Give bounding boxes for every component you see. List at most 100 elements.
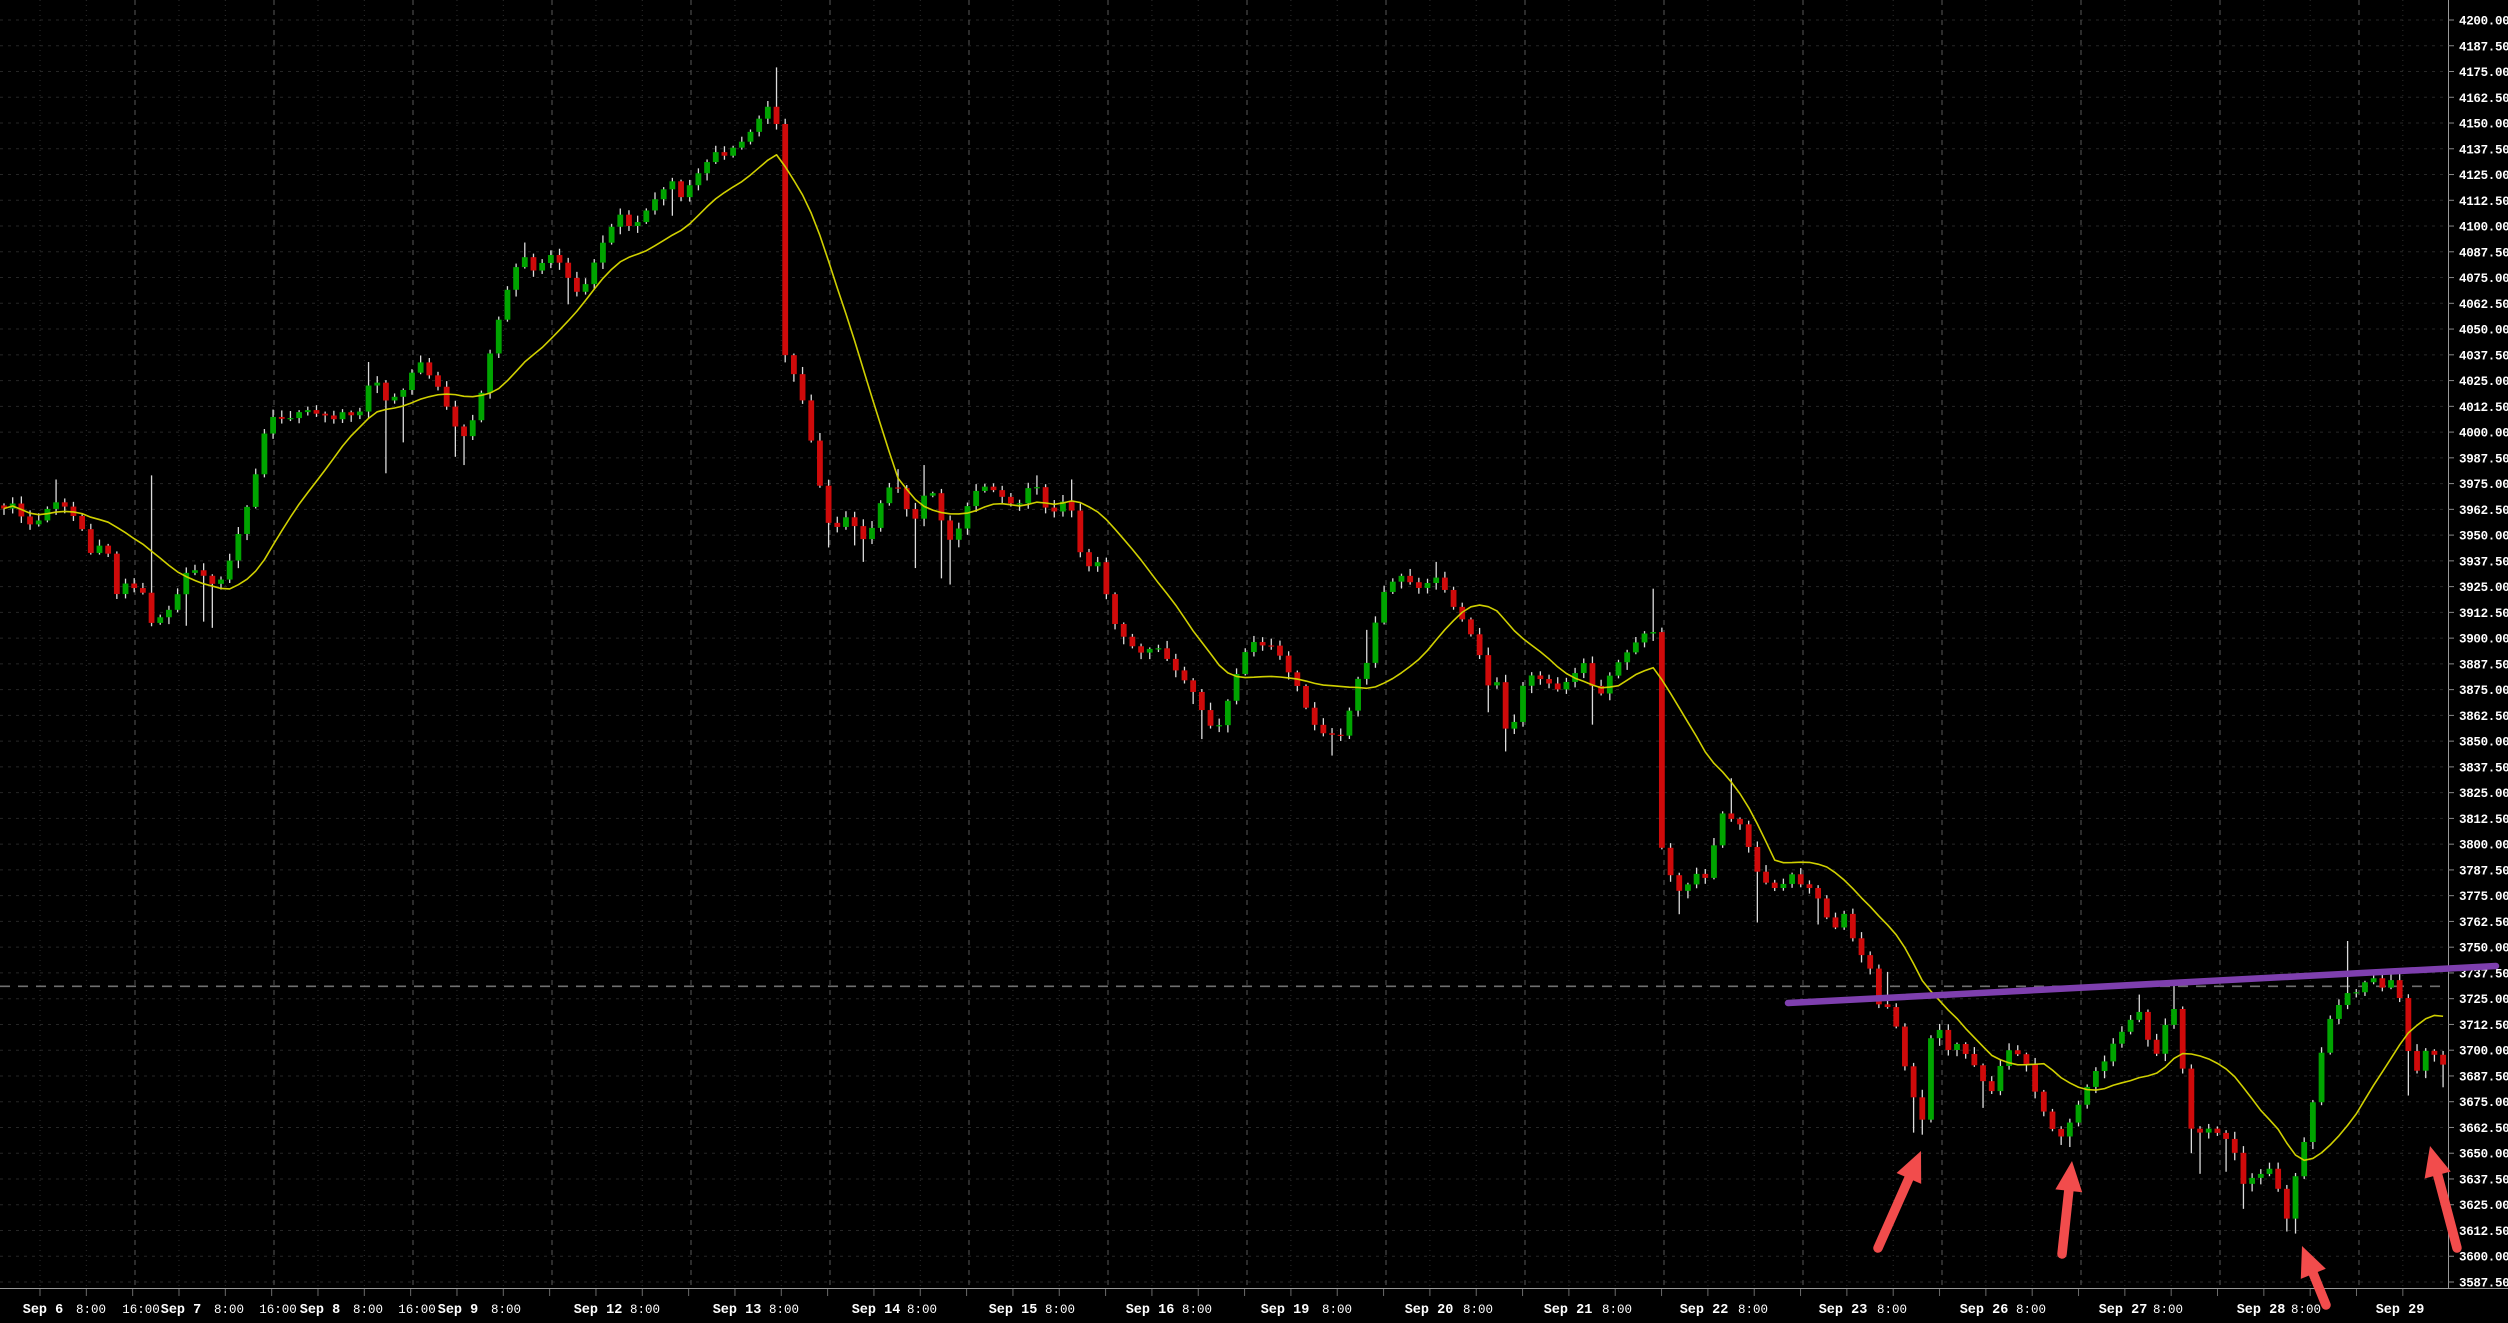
candle-down bbox=[87, 529, 94, 553]
candle-up bbox=[2110, 1043, 2117, 1062]
price-axis-label: 3687.50 bbox=[2459, 1070, 2508, 1084]
candle-up bbox=[1494, 682, 1500, 686]
candle-down bbox=[426, 362, 433, 376]
price-axis-label: 3887.50 bbox=[2459, 658, 2508, 672]
candle-up bbox=[2006, 1050, 2012, 1066]
candle-up bbox=[643, 210, 650, 223]
candle-down bbox=[556, 255, 563, 263]
time-axis-label: 8:00 bbox=[907, 1303, 937, 1317]
price-axis-label: 3612.50 bbox=[2459, 1225, 2508, 1239]
candle-up bbox=[1615, 662, 1622, 676]
candle-up bbox=[738, 141, 745, 148]
price-axis-label: 3750.00 bbox=[2459, 942, 2508, 956]
moving-average-line[interactable] bbox=[3, 153, 2444, 1162]
candle-down bbox=[1415, 582, 1422, 588]
candle-up bbox=[1780, 883, 1787, 888]
candle-down bbox=[2414, 1051, 2420, 1071]
candle-down bbox=[1086, 552, 1092, 567]
candle-up bbox=[53, 502, 59, 509]
candle-down bbox=[131, 583, 138, 589]
candle-down bbox=[1667, 847, 1674, 876]
time-axis-label: Sep 7 bbox=[161, 1303, 202, 1318]
time-axis-label: 8:00 bbox=[1322, 1303, 1352, 1317]
price-axis-label: 3675.00 bbox=[2459, 1096, 2508, 1110]
candle-up bbox=[547, 255, 554, 263]
candle-up bbox=[1954, 1044, 1960, 1050]
time-axis-label: 8:00 bbox=[630, 1303, 660, 1317]
candle-down bbox=[1910, 1066, 1917, 1098]
candle-down bbox=[790, 355, 797, 375]
candle-down bbox=[2405, 998, 2412, 1052]
price-axis-label: 4125.00 bbox=[2459, 169, 2508, 183]
candle-down bbox=[1077, 510, 1084, 553]
time-axis-label: 8:00 bbox=[2153, 1303, 2183, 1317]
price-axis-label: 4100.00 bbox=[2459, 221, 2508, 235]
candle-up bbox=[2066, 1122, 2073, 1137]
candle-down bbox=[113, 553, 120, 595]
candle-up bbox=[1242, 652, 1249, 674]
candle-down bbox=[1884, 1004, 1891, 1008]
candle-up bbox=[955, 528, 962, 540]
time-axis-label: 16:00 bbox=[122, 1303, 160, 1317]
time-axis-label: Sep 14 bbox=[852, 1303, 901, 1318]
candle-up bbox=[166, 609, 172, 618]
candle-down bbox=[2283, 1188, 2290, 1219]
candle-down bbox=[1311, 707, 1318, 725]
candles-layer bbox=[1, 67, 2446, 1234]
time-axis[interactable]: Sep 6 8:00 16:00 Sep 7 8:00 16:00 Sep 8 8:00 16:… bbox=[0, 1288, 2508, 1319]
candle-down bbox=[1806, 884, 1813, 889]
candle-down bbox=[773, 106, 780, 125]
candle-down bbox=[895, 487, 901, 489]
candle-down bbox=[2014, 1050, 2021, 1055]
candle-down bbox=[1771, 882, 1778, 888]
time-axis-label: 8:00 bbox=[76, 1303, 106, 1317]
candle-up bbox=[1693, 873, 1700, 885]
candle-down bbox=[2396, 980, 2403, 999]
candle-down bbox=[947, 520, 954, 540]
candle-up bbox=[877, 503, 884, 528]
candle-down bbox=[817, 440, 823, 486]
candle-down bbox=[1181, 670, 1188, 681]
candle-down bbox=[1198, 691, 1205, 711]
candle-up bbox=[96, 545, 103, 553]
candle-down bbox=[678, 181, 684, 198]
candle-up bbox=[296, 412, 303, 419]
candle-up bbox=[1346, 710, 1353, 736]
time-axis-label: 8:00 bbox=[1463, 1303, 1493, 1317]
candle-down bbox=[1875, 968, 1882, 1005]
candle-down bbox=[1329, 733, 1335, 735]
candle-up bbox=[287, 418, 294, 420]
price-axis-label: 4150.00 bbox=[2459, 118, 2508, 132]
candle-up bbox=[634, 222, 641, 226]
horizontal-gridlines bbox=[0, 19, 2448, 1283]
candle-up bbox=[35, 520, 42, 525]
price-axis[interactable]: 4200.00 4187.50 4175.00 4162.50 4150.00 4137.… bbox=[2448, 0, 2508, 1290]
time-axis-label: 16:00 bbox=[398, 1303, 436, 1317]
candle-up bbox=[1251, 642, 1257, 653]
candle-up bbox=[1641, 633, 1648, 643]
candle-up bbox=[660, 189, 667, 200]
candle-down bbox=[990, 486, 997, 491]
price-axis-label: 4187.50 bbox=[2459, 40, 2508, 54]
candle-up bbox=[1355, 678, 1361, 711]
candle-down bbox=[1702, 873, 1709, 878]
price-axis-label: 4200.00 bbox=[2459, 15, 2508, 29]
candle-up bbox=[600, 242, 606, 263]
price-axis-label: 4175.00 bbox=[2459, 66, 2508, 80]
candle-down bbox=[1763, 871, 1769, 883]
annotation-arrows bbox=[1873, 1146, 2462, 1310]
candle-up bbox=[929, 493, 936, 496]
trendline[interactable] bbox=[1784, 962, 2500, 1007]
candle-down bbox=[1337, 734, 1344, 736]
candle-down bbox=[2153, 1039, 2160, 1054]
candle-up bbox=[652, 199, 658, 211]
trendline-drawing[interactable] bbox=[1784, 962, 2500, 1007]
candle-down bbox=[2379, 978, 2386, 988]
candle-down bbox=[1598, 685, 1605, 694]
candle-up bbox=[2353, 992, 2360, 994]
candle-up bbox=[2171, 1008, 2177, 1025]
candle-up bbox=[756, 118, 763, 132]
candle-down bbox=[209, 575, 216, 584]
candle-up bbox=[495, 319, 502, 354]
